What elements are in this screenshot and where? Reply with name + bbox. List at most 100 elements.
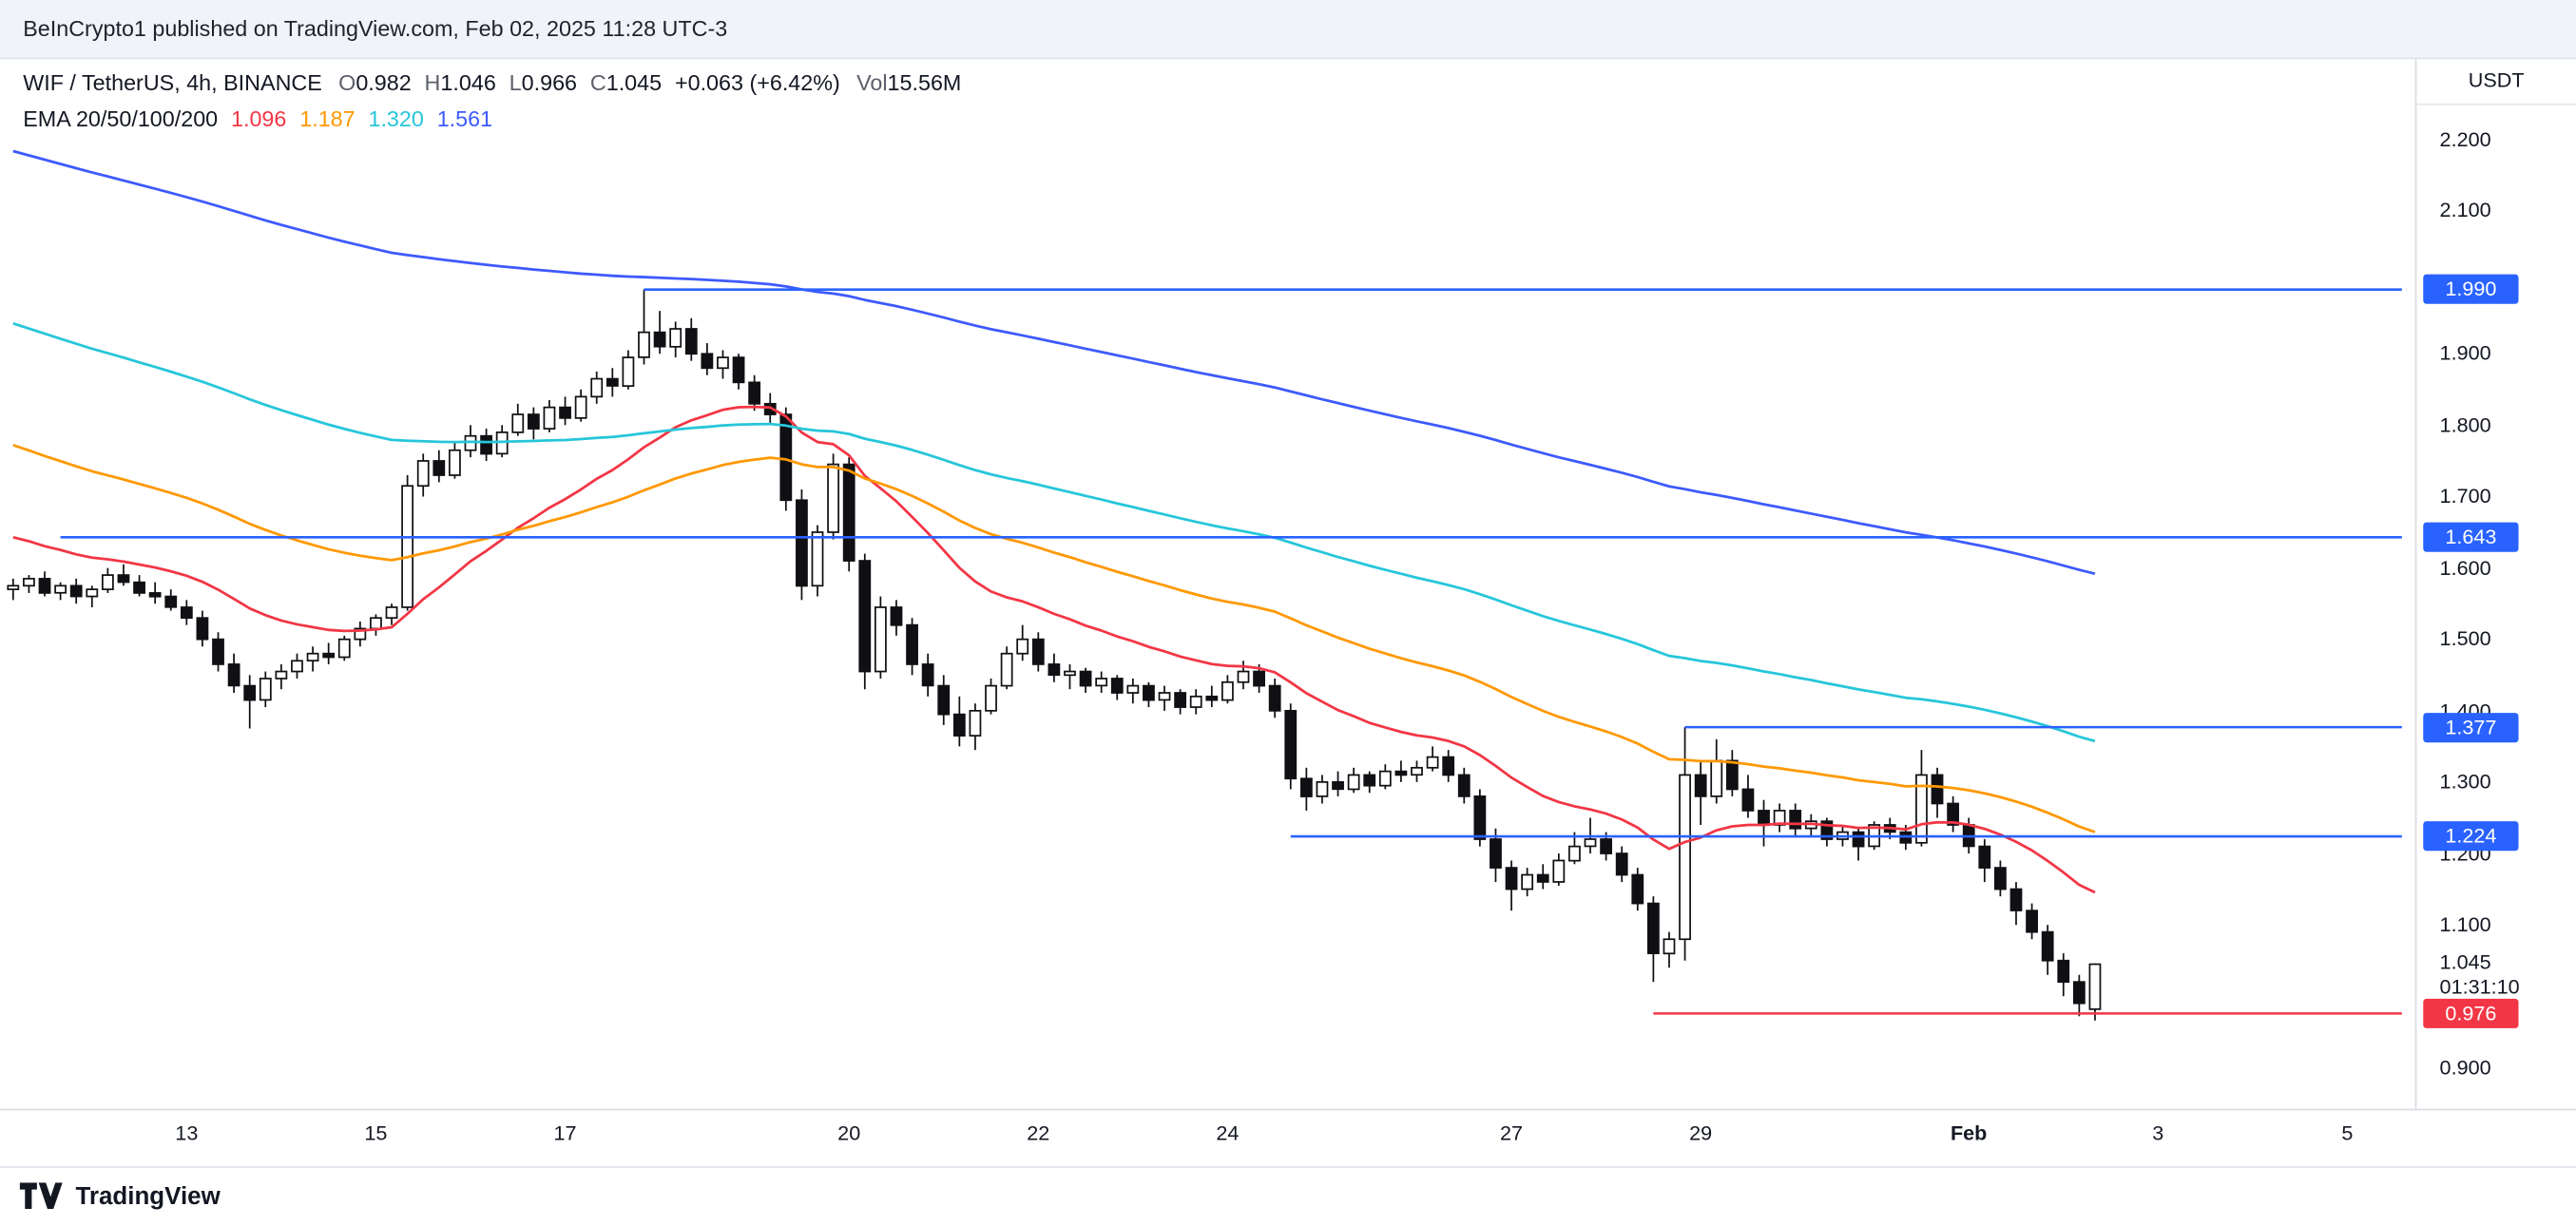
candle-body — [354, 627, 367, 641]
candle-body — [1758, 810, 1770, 826]
candle-body — [590, 377, 604, 398]
price-level-badge-1.990: 1.990 — [2423, 275, 2519, 305]
candle-body — [1378, 770, 1392, 787]
bar-countdown: 01:31:10 — [2439, 975, 2520, 999]
change-value: +0.063 (+6.42%) — [674, 70, 840, 96]
volume-pair: Vol15.56M — [856, 70, 961, 95]
price-tick-1.900: 1.900 — [2439, 342, 2491, 366]
candle-body — [796, 499, 808, 587]
candle-body — [1205, 695, 1219, 701]
candle-body — [180, 606, 193, 620]
symbol-row: WIF / TetherUS, 4h, BINANCE O0.982 H1.046… — [23, 70, 974, 106]
candle-body — [291, 660, 303, 673]
candle-body — [969, 709, 982, 737]
ema-value-20: 1.096 — [230, 106, 287, 132]
candle-body — [1931, 774, 1944, 805]
price-level-badge-1.643: 1.643 — [2423, 522, 2519, 552]
candle-body — [480, 434, 492, 455]
currency-toggle[interactable]: USDT — [2416, 59, 2576, 105]
ohlc-prefix: C — [589, 70, 606, 96]
candle-body — [1490, 838, 1502, 869]
candle-body — [1221, 680, 1234, 701]
candle-body — [811, 531, 824, 587]
tradingview-logo-icon[interactable] — [19, 1182, 63, 1210]
time-axis[interactable]: 13 15 17 20 22 24 27 29 Feb 3 5 — [0, 1108, 2576, 1167]
candle-body — [827, 463, 839, 533]
indicator-label[interactable]: EMA 20/50/100/200 — [23, 106, 219, 132]
ema-value-200: 1.561 — [436, 106, 493, 132]
candle-body — [921, 663, 934, 687]
candle-body — [1978, 845, 1991, 869]
candle-body — [1852, 831, 1865, 848]
candle-body — [2072, 981, 2086, 1005]
price-tick-1.600: 1.600 — [2439, 556, 2491, 580]
ohlc-h: H1.046 — [425, 70, 496, 95]
ohlc-value: 1.045 — [606, 70, 663, 96]
price-axis[interactable]: USDT 1.045 01:31:10 2.200 2.100 1.900 1.800… — [2414, 59, 2576, 1109]
candle-body — [1710, 759, 1723, 797]
brand-name[interactable]: TradingView — [75, 1182, 221, 1211]
ohlc-l: L0.966 — [509, 70, 577, 95]
candle-body — [322, 652, 336, 659]
indicator-values: 1.096 1.187 1.320 1.561 — [231, 106, 506, 131]
price-tick-1.100: 1.100 — [2439, 913, 2491, 937]
candle-body — [306, 652, 319, 661]
candle-body — [1646, 902, 1660, 954]
candle-body — [54, 584, 67, 594]
chart-canvas[interactable] — [0, 0, 2576, 1166]
ema-20-line[interactable] — [12, 405, 2096, 894]
ohlc-prefix: H — [424, 70, 441, 96]
candle-body — [842, 463, 855, 562]
candle-body — [1095, 678, 1108, 687]
time-tick-17: 17 — [553, 1121, 577, 1145]
candle-body — [1126, 684, 1140, 694]
candle-body — [559, 406, 571, 419]
candle-body — [1316, 780, 1329, 797]
candle-body — [1253, 670, 1265, 687]
candle-body — [1552, 859, 1566, 883]
candle-body — [1048, 663, 1061, 677]
candle-body — [416, 460, 430, 488]
candle-body — [2026, 910, 2038, 933]
candle-body — [1789, 810, 1802, 830]
candle-body — [684, 328, 698, 355]
symbol-title[interactable]: WIF / TetherUS, 4h, BINANCE — [23, 70, 322, 96]
candle-body — [449, 449, 461, 476]
candle-body — [1536, 873, 1549, 883]
candle-body — [1457, 774, 1471, 797]
ohlc-value: 0.966 — [521, 70, 578, 96]
ema-value-50: 1.187 — [299, 106, 356, 132]
candle-body — [1615, 852, 1628, 876]
candle-body — [952, 713, 966, 737]
candle-body — [1426, 756, 1439, 769]
candle-body — [259, 678, 272, 701]
candle-body — [2041, 930, 2054, 962]
ema-50-line[interactable] — [12, 444, 2096, 833]
ohlc-c: C1.045 — [590, 70, 662, 95]
ema-200-line[interactable] — [12, 149, 2096, 576]
candle-body — [23, 578, 35, 587]
price-level-badge-1.377: 1.377 — [2423, 712, 2519, 742]
candle-body — [1110, 678, 1124, 694]
candle-body — [1820, 820, 1834, 840]
ohlc-value: 0.982 — [356, 70, 412, 96]
last-price-label: 1.045 — [2439, 950, 2491, 974]
candle-body — [370, 617, 382, 630]
candle-body — [275, 670, 288, 680]
candle-body — [1694, 774, 1707, 797]
price-tick-2.100: 2.100 — [2439, 199, 2491, 223]
candle-body — [1411, 766, 1423, 776]
time-tick-13: 13 — [175, 1121, 199, 1145]
time-tick-24: 24 — [1216, 1121, 1240, 1145]
candle-body — [1600, 838, 1613, 854]
candle-body — [1663, 938, 1676, 955]
candle-body — [69, 584, 83, 598]
ohlc-value: 1.046 — [440, 70, 496, 96]
ohlc-prefix: O — [338, 70, 356, 96]
candle-body — [1631, 873, 1644, 905]
candle-body — [1016, 638, 1029, 655]
ema-100-line[interactable] — [12, 321, 2096, 743]
attribution-bar: BeInCrypto1 published on TradingView.com… — [0, 0, 2576, 60]
candle-body — [101, 574, 114, 590]
candle-body — [1347, 774, 1360, 791]
